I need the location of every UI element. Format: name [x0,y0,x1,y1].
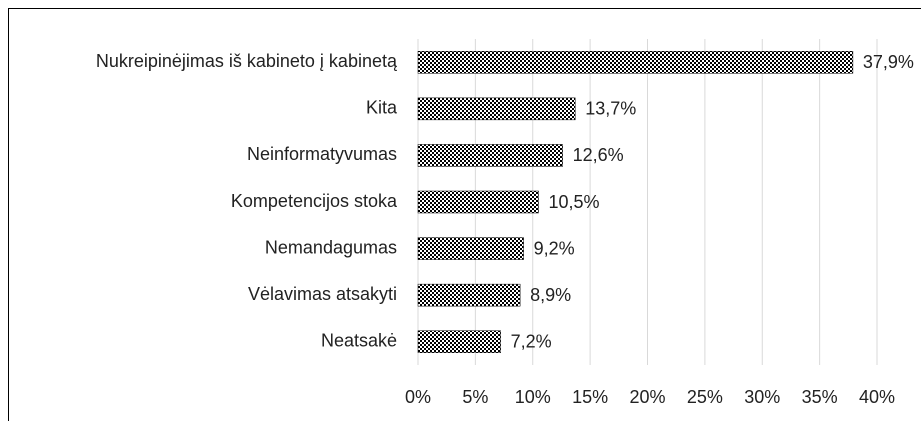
y-tick-label: Neatsakė [321,330,397,350]
x-tick-label: 30% [744,387,780,407]
value-label: 9,2% [534,238,575,258]
value-label: 10,5% [548,192,599,212]
bar [417,283,521,307]
y-tick-label: Kita [366,98,398,118]
x-tick-label: 35% [802,387,838,407]
y-tick-label: Kompetencijos stoka [231,191,398,211]
value-label: 8,9% [530,285,571,305]
value-label: 37,9% [863,52,914,72]
value-label: 7,2% [511,331,552,351]
x-tick-label: 40% [859,387,895,407]
x-tick-label: 5% [462,387,488,407]
bar [417,330,501,353]
x-tick-label: 20% [629,387,665,407]
y-tick-label: Nukreipinėjimas iš kabineto į kabinetą [96,51,398,71]
bar [417,51,854,74]
bar [417,190,539,214]
x-tick-label: 10% [515,387,551,407]
y-tick-label: Vėlavimas atsakyti [248,284,397,304]
x-tick-label: 25% [687,387,723,407]
value-label: 12,6% [573,145,624,165]
frame [8,8,921,421]
x-tick-label: 15% [572,387,608,407]
y-tick-label: Nemandagumas [265,237,397,257]
bar [417,144,563,167]
y-tick-label: Neinformatyvumas [247,144,397,164]
bar [417,97,576,121]
value-label: 13,7% [585,99,636,119]
bar [417,237,524,260]
x-tick-label: 0% [405,387,431,407]
